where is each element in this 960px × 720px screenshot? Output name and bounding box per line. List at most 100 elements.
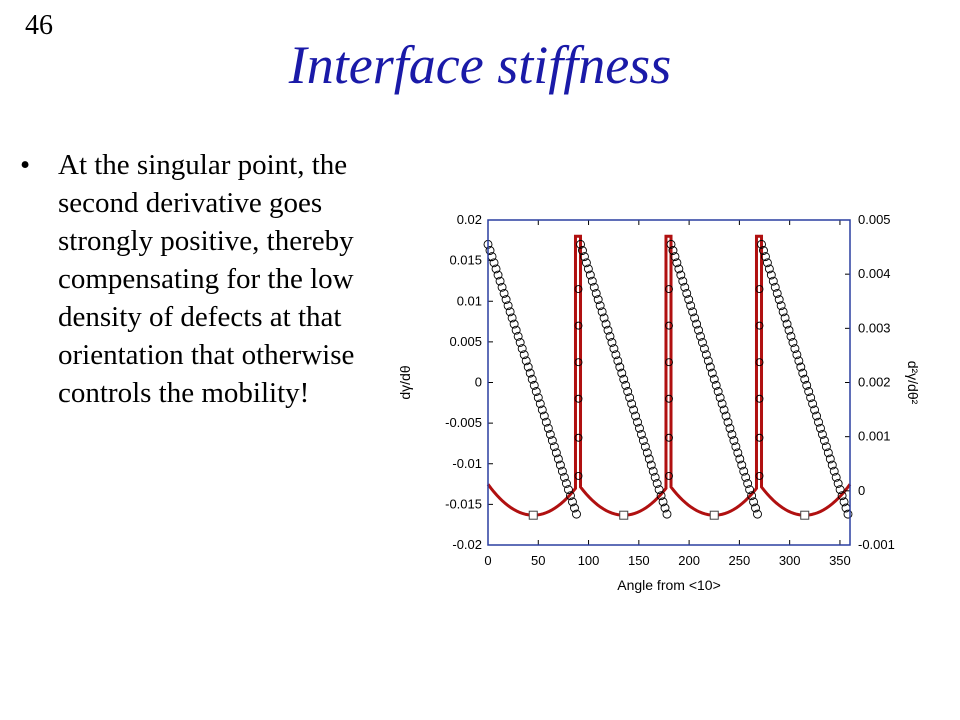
circle-point: [776, 301, 786, 311]
circle-point: [621, 380, 631, 390]
circle-point: [713, 387, 723, 396]
circle-point: [638, 436, 648, 446]
circle-point: [505, 307, 515, 317]
circle-point: [684, 295, 694, 305]
circle-point: [549, 442, 559, 452]
circle-point: [764, 264, 774, 274]
circle-point: [551, 448, 561, 458]
circle-point: [831, 472, 841, 482]
circle-point: [817, 429, 827, 439]
x-tick-label: 200: [678, 553, 700, 568]
circle-point: [537, 405, 547, 415]
circle-point: [547, 436, 557, 446]
circle-point: [749, 497, 759, 507]
circle-point: [812, 411, 821, 421]
circle-point: [652, 479, 662, 488]
circle-point: [733, 448, 743, 458]
circle-point: [770, 282, 780, 292]
y-tick-label: -0.02: [452, 537, 482, 552]
circle-point: [574, 433, 583, 442]
circle-point: [566, 491, 575, 501]
circle-point: [511, 325, 521, 335]
circle-point: [696, 331, 705, 341]
circle-point: [800, 374, 810, 384]
circle-point: [827, 460, 837, 470]
circle-point: [646, 460, 656, 470]
square-marker: [709, 510, 719, 520]
circle-point: [794, 356, 804, 366]
circle-point: [574, 394, 583, 403]
circle-point: [674, 264, 684, 274]
circle-point: [690, 313, 700, 323]
circle-point: [762, 258, 772, 268]
circle-point: [623, 387, 633, 396]
circle-point: [543, 423, 553, 433]
circle-point: [796, 362, 806, 372]
y2-tick-label: -0.001: [858, 537, 895, 552]
circle-point: [707, 368, 717, 378]
circle-point: [585, 270, 595, 280]
circle-point: [665, 471, 673, 480]
circle-point: [703, 356, 713, 366]
y2-tick-label: 0.002: [858, 375, 891, 390]
circle-point: [519, 350, 529, 360]
circle-point: [825, 454, 835, 464]
circle-point: [701, 350, 711, 360]
circle-point: [755, 285, 764, 294]
circle-point: [615, 362, 625, 372]
circle-point: [499, 288, 509, 298]
y-tick-label: 0.015: [449, 253, 482, 268]
circle-point: [665, 285, 673, 294]
x-tick-label: 50: [531, 553, 545, 568]
circle-point: [772, 288, 782, 298]
circle-point: [650, 472, 660, 482]
circle-point: [727, 429, 737, 439]
circle-point: [743, 479, 753, 488]
circle-point: [523, 362, 533, 372]
circle-point: [581, 258, 591, 268]
circle-point: [605, 331, 615, 341]
circle-point: [563, 485, 573, 495]
circle-point: [682, 288, 692, 298]
circle-point: [597, 307, 607, 317]
y-tick-label: 0.02: [457, 212, 482, 227]
circle-point: [631, 411, 640, 421]
circle-point: [778, 307, 788, 317]
circle-point: [636, 429, 646, 439]
circle-point: [665, 394, 673, 403]
bullet-dot-icon: •: [20, 149, 31, 181]
circle-point: [694, 325, 703, 335]
circle-point: [656, 491, 666, 501]
circle-point: [792, 350, 802, 360]
circle-point: [574, 358, 583, 367]
x-tick-label: 150: [628, 553, 650, 568]
circle-point: [782, 319, 792, 329]
circle-point: [755, 321, 764, 330]
circle-point: [745, 485, 755, 495]
circle-point: [739, 466, 749, 476]
circle-point: [806, 393, 816, 403]
circle-point: [666, 239, 676, 249]
circle-point: [531, 387, 541, 396]
x-tick-label: 0: [484, 553, 491, 568]
circle-point: [810, 405, 820, 415]
circle-point: [755, 433, 764, 442]
circle-point: [755, 471, 764, 480]
circle-point: [699, 344, 709, 354]
circle-point: [709, 374, 719, 384]
circle-point: [574, 285, 583, 294]
circle-point: [485, 246, 495, 255]
circle-point: [561, 479, 571, 488]
circle-point: [513, 331, 523, 341]
x-tick-label: 350: [829, 553, 851, 568]
circle-point: [668, 246, 678, 255]
y2-tick-label: 0.004: [858, 266, 891, 281]
circle-point: [760, 252, 770, 262]
circle-point: [839, 497, 849, 507]
circle-point: [607, 338, 617, 347]
circle-point: [786, 331, 796, 341]
circle-point: [617, 368, 627, 378]
circle-point: [642, 448, 652, 458]
circle-point: [574, 321, 583, 330]
slide-number: 46: [25, 10, 53, 41]
